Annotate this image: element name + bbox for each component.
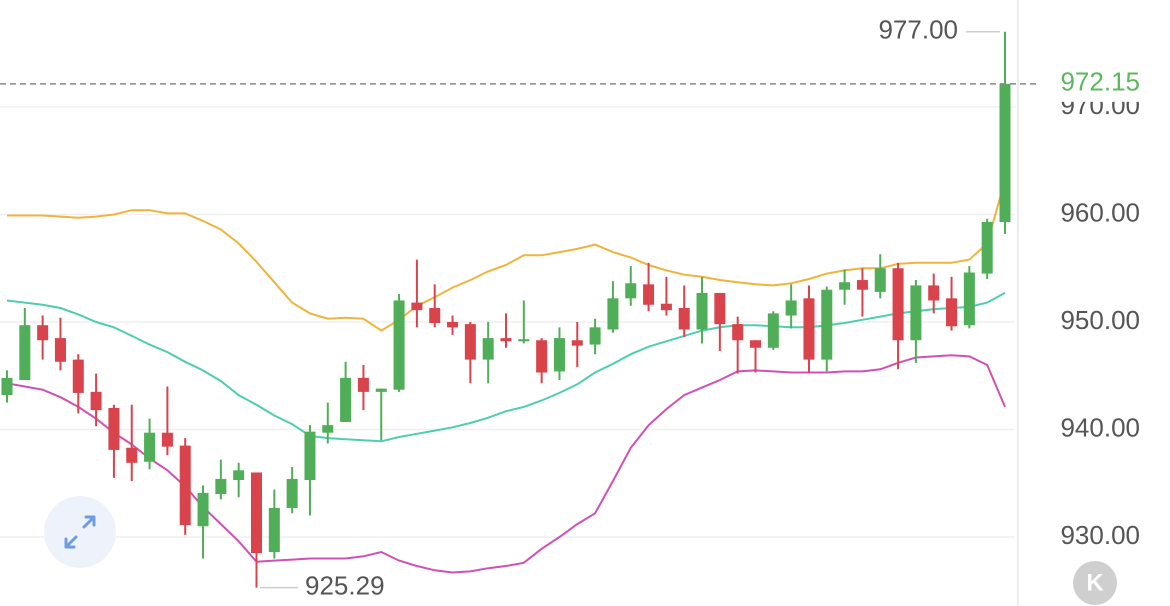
candle-body xyxy=(108,407,120,450)
candle-body xyxy=(660,303,672,311)
band-line xyxy=(6,292,1006,443)
candle-body xyxy=(411,302,423,311)
candle-body xyxy=(607,298,619,330)
candle-body xyxy=(251,472,262,554)
expand-icon[interactable] xyxy=(64,515,96,549)
candle-body xyxy=(500,338,512,342)
candle-body xyxy=(90,391,102,411)
candle-body xyxy=(357,377,369,392)
candle-body xyxy=(375,388,387,392)
candle-body xyxy=(464,324,476,360)
candle-body xyxy=(821,289,833,360)
high-label: 977.00 xyxy=(878,15,958,45)
candle-body xyxy=(37,325,49,341)
last-price-bg xyxy=(1040,65,1170,102)
candle-body xyxy=(447,321,459,328)
candle-body xyxy=(946,298,958,327)
candle-body xyxy=(892,268,904,341)
candle-body xyxy=(910,285,922,341)
candle-body xyxy=(571,340,583,346)
candle-body xyxy=(714,292,726,325)
candle-body xyxy=(696,292,708,330)
candle-body xyxy=(518,339,530,342)
candle-body xyxy=(785,300,797,316)
candle-body xyxy=(999,83,1011,222)
candle-body xyxy=(839,282,851,290)
candle-body xyxy=(215,478,227,494)
kline-button-label[interactable]: K xyxy=(1086,569,1104,596)
candle-body xyxy=(72,359,84,393)
candle-body xyxy=(553,338,565,372)
candle-body xyxy=(161,432,173,447)
y-tick-label: 930.00 xyxy=(1060,520,1140,550)
candle-body xyxy=(928,285,940,301)
candle-body xyxy=(625,283,637,299)
last-price-label: 972.15 xyxy=(1060,67,1140,97)
plot: 930.00940.00950.00960.00970.00977.00925.… xyxy=(0,15,1170,600)
candle-body xyxy=(750,340,761,348)
candle-body xyxy=(1,377,13,396)
candle-body xyxy=(874,268,886,292)
candle-body xyxy=(856,280,868,290)
candle-body xyxy=(678,307,690,330)
expand-button[interactable] xyxy=(44,496,116,568)
y-tick-label: 960.00 xyxy=(1060,197,1140,227)
low-label: 925.29 xyxy=(305,570,385,600)
candle-body xyxy=(589,327,601,345)
candle-body xyxy=(732,324,744,341)
expand-button-bg[interactable] xyxy=(44,496,116,568)
candle-body xyxy=(429,307,441,324)
kline-button-bg[interactable] xyxy=(1073,561,1117,605)
candle-body xyxy=(536,340,548,373)
candle-body xyxy=(963,272,975,326)
candle-body xyxy=(19,325,31,381)
kline-button[interactable]: K xyxy=(1073,561,1117,605)
candle-body xyxy=(197,492,209,527)
candle-body xyxy=(767,313,779,348)
candle-body xyxy=(268,507,280,553)
candle-body xyxy=(304,431,316,481)
candle-body xyxy=(981,221,993,274)
candle-body xyxy=(54,338,66,362)
band-line xyxy=(6,354,1006,574)
candle-body xyxy=(803,298,815,360)
candle-body xyxy=(126,447,138,463)
candle-body xyxy=(286,478,298,508)
candle-body xyxy=(233,470,245,481)
y-tick-label: 950.00 xyxy=(1060,305,1140,335)
candle-body xyxy=(340,377,352,422)
candle-body xyxy=(144,432,156,462)
candle-body xyxy=(482,338,494,360)
y-tick-label: 940.00 xyxy=(1060,412,1140,442)
candle-body xyxy=(322,425,334,433)
band-line xyxy=(7,179,1006,332)
candle-body xyxy=(643,284,655,305)
candle-body xyxy=(179,445,191,526)
candle-body xyxy=(393,300,405,390)
